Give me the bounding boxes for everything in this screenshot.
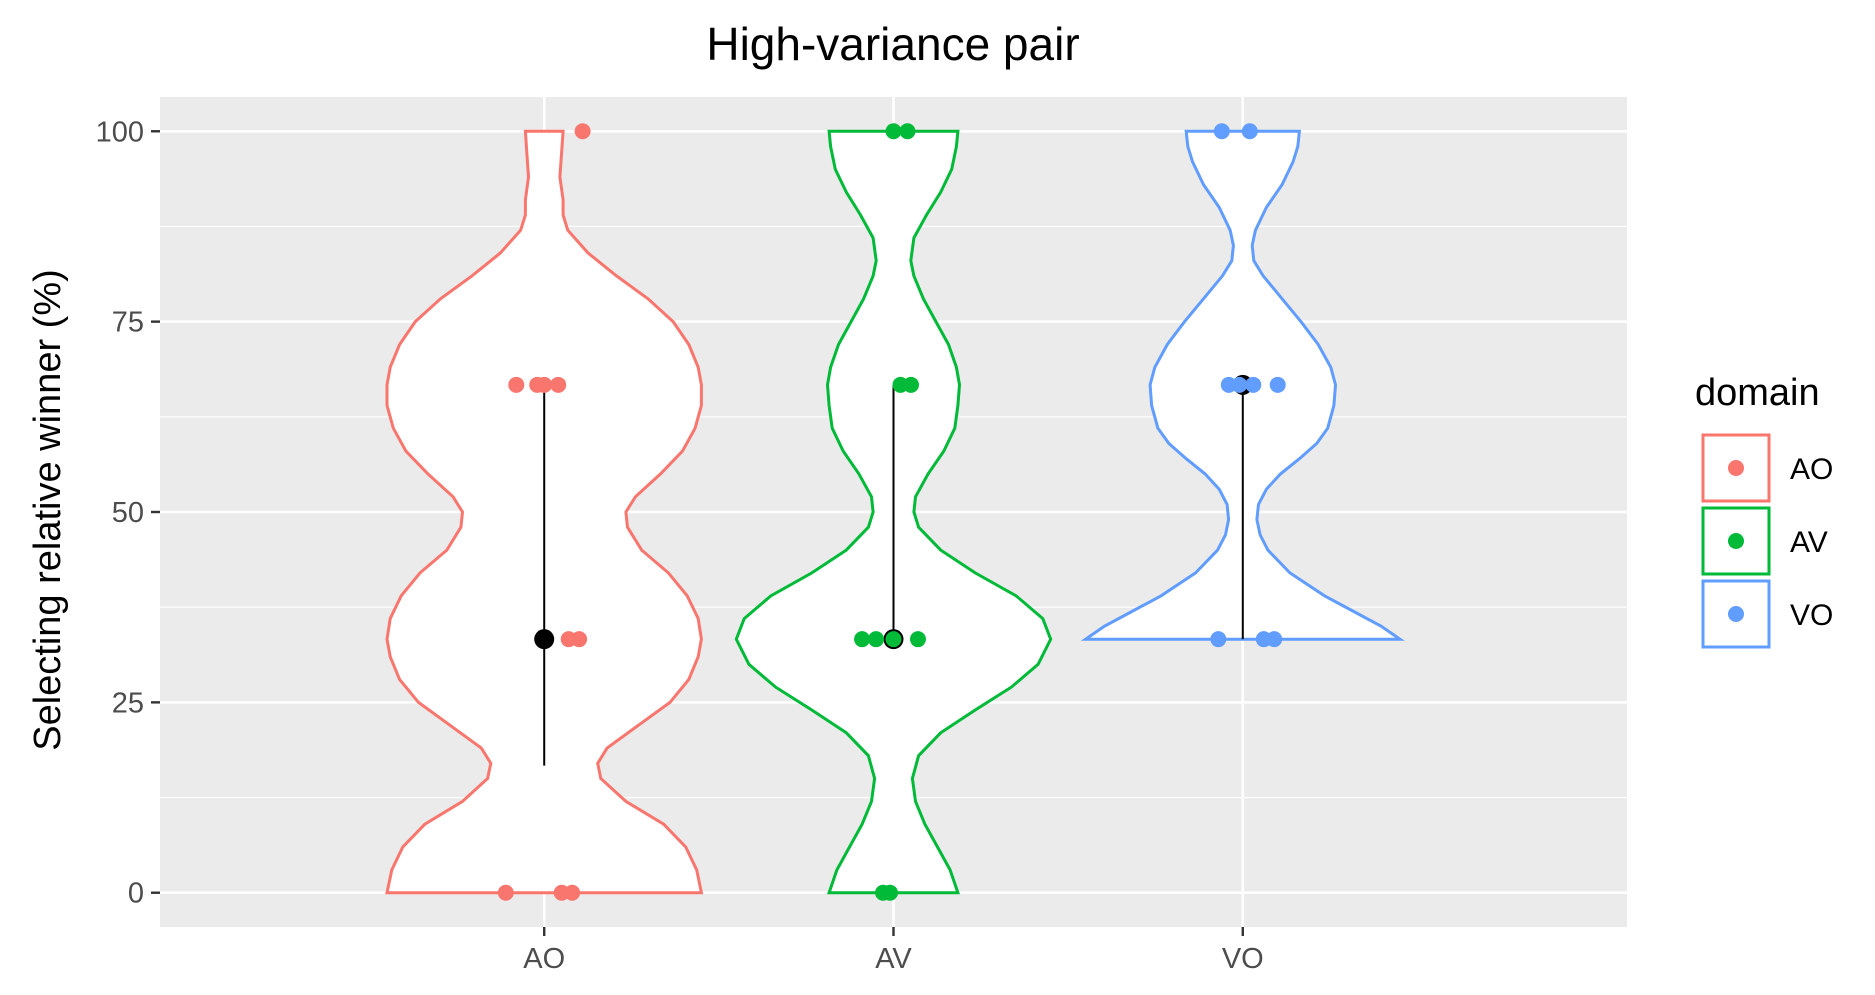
legend-symbol-ao [1728,460,1744,476]
data-point-ao [564,884,581,901]
legend-symbol-vo [1728,606,1744,622]
y-tick-label: 25 [112,687,144,719]
axis-layer: 0 25 50 75 100 AO AV VO [96,116,1264,975]
x-tick-label: AO [523,943,565,975]
data-point-av [909,631,926,648]
y-tick-label: 100 [96,116,144,148]
y-axis-label: Selecting relative winner (%) [27,269,69,751]
data-point-ao [536,376,553,393]
summary-point-ao [534,629,555,650]
y-tick-label: 50 [112,497,144,529]
data-point-av [885,631,902,648]
data-point-ao [497,884,514,901]
data-point-vo [1245,376,1262,393]
legend-label-ao: AO [1790,453,1833,486]
y-tick-label: 0 [128,878,144,910]
legend-title: domain [1695,372,1820,414]
data-point-av [885,123,902,140]
legend-label-av: AV [1790,526,1828,559]
data-point-av [902,376,919,393]
data-point-av [868,631,885,648]
data-point-av [854,631,871,648]
data-point-av [899,123,916,140]
y-tick-label: 75 [112,307,144,339]
data-point-vo [1210,631,1227,648]
legend: domain AO AV VO [1695,372,1833,649]
data-point-vo [1241,123,1258,140]
data-point-vo [1231,376,1248,393]
points-layer [497,123,1286,901]
legend-symbol-av [1728,533,1744,549]
data-point-vo [1266,631,1283,648]
data-point-ao [550,376,567,393]
data-point-vo [1213,123,1230,140]
data-point-ao [508,376,525,393]
data-point-vo [1269,376,1286,393]
x-tick-label: AV [875,943,912,975]
x-tick-label: VO [1222,943,1264,975]
chart-title: High-variance pair [706,18,1079,70]
data-point-ao [574,123,591,140]
data-point-ao [571,631,588,648]
data-point-av [882,884,899,901]
legend-label-vo: VO [1790,599,1833,632]
